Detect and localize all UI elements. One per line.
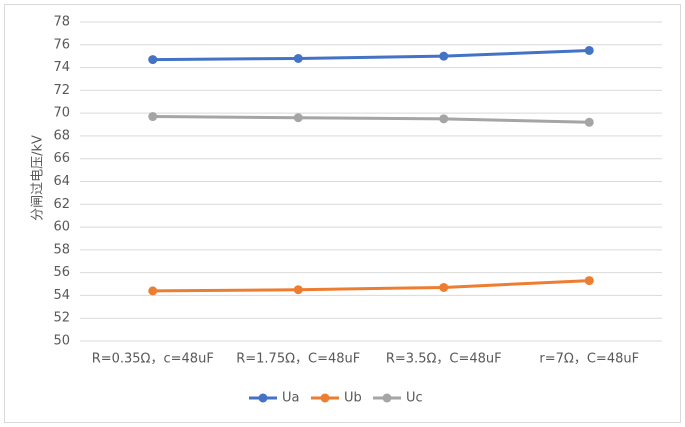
point — [293, 53, 303, 63]
y-tick-label: 52 — [53, 311, 70, 326]
y-tick-label: 68 — [53, 128, 70, 143]
y-tick-label: 54 — [53, 288, 70, 303]
y-tick-label: 60 — [53, 220, 70, 235]
point — [148, 112, 158, 122]
chart-border — [4, 4, 681, 423]
point — [439, 51, 449, 61]
x-tick-label: r=7Ω，C=48uF — [539, 352, 639, 367]
legend-marker — [320, 393, 330, 403]
x-tick-label: R=0.35Ω，c=48uF — [92, 352, 214, 367]
x-tick-label: R=1.75Ω，C=48uF — [236, 352, 360, 367]
point — [584, 45, 594, 55]
y-tick-label: 74 — [53, 60, 70, 75]
series-line — [152, 115, 590, 124]
y-tick-label: 56 — [53, 265, 70, 280]
y-tick-label: 62 — [53, 197, 70, 212]
point — [148, 55, 158, 65]
series-line — [152, 48, 590, 62]
y-tick-label: 76 — [53, 37, 70, 52]
y-axis-title: 分闸过电压/kV — [31, 135, 46, 221]
point — [439, 114, 449, 124]
legend-marker — [258, 393, 268, 403]
y-tick-label: 64 — [53, 174, 70, 189]
y-tick-label: 50 — [53, 334, 70, 349]
legend-label: Uc — [406, 391, 423, 406]
point — [439, 282, 449, 292]
point — [293, 285, 303, 295]
point — [293, 113, 303, 123]
point — [584, 276, 594, 286]
y-tick-label: 70 — [53, 106, 70, 121]
legend-marker — [382, 393, 392, 403]
y-tick-label: 66 — [53, 151, 70, 166]
legend-label: Ub — [344, 391, 362, 406]
y-tick-label: 78 — [53, 15, 70, 30]
y-tick-label: 58 — [53, 242, 70, 257]
point — [148, 286, 158, 296]
point — [584, 117, 594, 127]
y-tick-label: 72 — [53, 83, 70, 98]
x-tick-label: R=3.5Ω，C=48uF — [386, 352, 502, 367]
legend-label: Ua — [282, 391, 299, 406]
series-line — [152, 279, 590, 293]
